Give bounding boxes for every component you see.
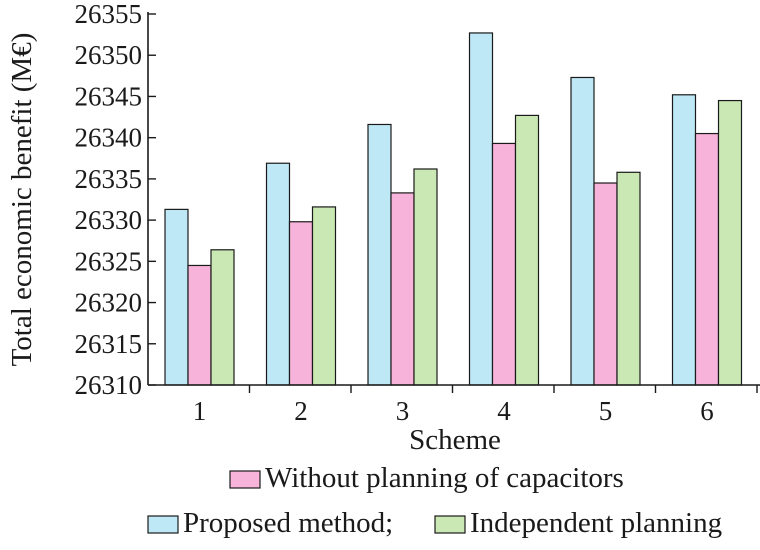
bars-group — [164, 32, 743, 386]
y-tick-label: 26335 — [75, 164, 143, 194]
legend-swatch-series-2 — [229, 470, 261, 489]
x-axis-title: Scheme — [409, 424, 501, 456]
y-tick-label: 26320 — [75, 288, 143, 318]
bar-scheme-2-series-2 — [288, 221, 314, 386]
axes-group — [147, 12, 760, 386]
y-tick-label: 26315 — [75, 329, 143, 359]
bar-scheme-3-series-3 — [413, 168, 438, 386]
bar-scheme-3-series-1 — [367, 123, 392, 386]
bar-scheme-4-series-3 — [514, 114, 540, 386]
y-tick-label: 26350 — [75, 40, 143, 70]
x-tick-label: 5 — [599, 396, 613, 426]
x-tick-label: 4 — [497, 396, 511, 426]
x-tick-label: 2 — [294, 396, 308, 426]
bar-scheme-5-series-1 — [570, 76, 595, 386]
y-tick-label: 26340 — [75, 123, 143, 153]
bar-scheme-4-series-1 — [468, 32, 494, 386]
x-tick-label: 3 — [396, 396, 410, 426]
legend-swatch-series-3 — [434, 515, 466, 534]
legend-label-series-2: Without planning of capacitors — [265, 462, 624, 494]
bar-scheme-4-series-2 — [491, 142, 517, 386]
bar-scheme-6-series-2 — [694, 132, 720, 386]
x-tick-label: 6 — [700, 396, 714, 426]
bar-scheme-5-series-2 — [593, 182, 618, 386]
y-tick-label: 26310 — [75, 370, 143, 400]
legend-swatch-series-1 — [147, 515, 179, 534]
y-tick-label: 26355 — [75, 0, 143, 29]
bar-scheme-6-series-1 — [671, 94, 697, 386]
bar-scheme-2-series-1 — [265, 162, 291, 386]
x-tick-label: 1 — [193, 396, 207, 426]
bar-scheme-6-series-3 — [717, 99, 743, 386]
bar-scheme-1-series-3 — [210, 249, 235, 386]
legend-label-series-1: Proposed method; — [183, 507, 393, 539]
bar-scheme-1-series-2 — [187, 264, 212, 386]
x-ticks-group: 1 2 3 4 5 6 — [193, 385, 758, 426]
bar-scheme-1-series-1 — [164, 208, 189, 386]
bar-scheme-5-series-3 — [616, 171, 641, 386]
y-tick-label: 26330 — [75, 205, 143, 235]
bar-scheme-3-series-2 — [390, 192, 415, 386]
y-tick-label: 26345 — [75, 81, 143, 111]
legend: Without planning of capacitors Proposed m… — [147, 462, 722, 539]
y-axis-title: Total economic benefit (M€) — [6, 33, 38, 367]
legend-label-series-3: Independent planning — [470, 507, 722, 539]
y-ticks-group: 26310 26315 26320 26325 26330 26335 26340 26345… — [75, 0, 156, 400]
y-tick-label: 26325 — [75, 246, 143, 276]
bar-scheme-2-series-3 — [311, 206, 337, 386]
